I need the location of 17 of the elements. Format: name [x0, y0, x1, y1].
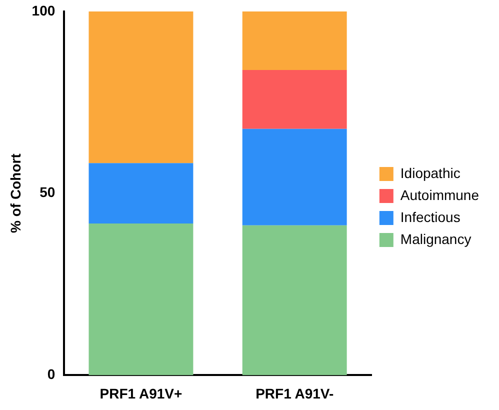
x-tick-label: PRF1 A91V+ — [100, 385, 182, 402]
legend-label: Autoimmune — [400, 186, 480, 203]
bar — [88, 223, 194, 376]
bar — [242, 11, 347, 70]
y-tick-label: 50 — [40, 184, 56, 200]
bar — [88, 163, 194, 224]
bar — [88, 11, 194, 164]
x-tick-label: PRF1 A91V- — [256, 385, 334, 402]
y-tick-label: 0 — [47, 366, 56, 382]
legend-label: Malignancy — [400, 230, 472, 247]
y-tick-label: 100 — [32, 2, 56, 18]
bar — [242, 225, 347, 376]
bar — [242, 70, 347, 129]
legend-label: Idiopathic — [400, 164, 460, 181]
legend-label: Infectious — [400, 208, 460, 225]
y-axis-title: % of Cohort — [7, 153, 24, 233]
bar — [242, 128, 347, 226]
